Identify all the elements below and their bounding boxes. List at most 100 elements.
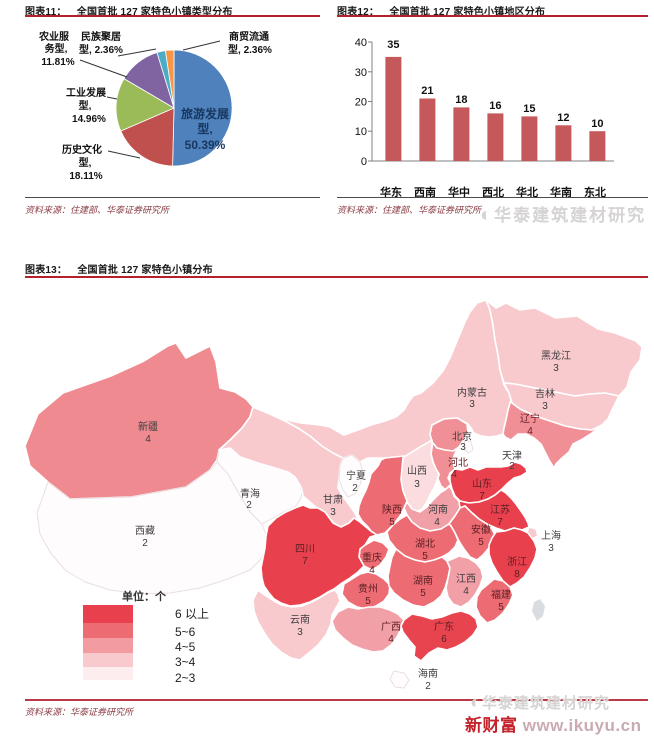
svg-text:农业服: 农业服 (38, 30, 70, 43)
svg-text:海南: 海南 (418, 667, 438, 680)
svg-text:青海: 青海 (240, 487, 260, 500)
svg-text:型,: 型, (79, 99, 92, 112)
svg-text:2: 2 (142, 538, 148, 549)
svg-text:3: 3 (469, 399, 475, 410)
svg-text:4: 4 (463, 586, 469, 597)
svg-text:0: 0 (361, 156, 367, 168)
svg-text:北京: 北京 (452, 430, 472, 443)
svg-text:黑龙江: 黑龙江 (541, 349, 571, 362)
svg-text:四川: 四川 (295, 544, 315, 555)
svg-text:广东: 广东 (434, 620, 454, 633)
svg-text:安徽: 安徽 (471, 523, 491, 536)
svg-text:7: 7 (479, 491, 485, 502)
svg-text:华东: 华东 (380, 185, 402, 199)
svg-text:4: 4 (369, 565, 375, 576)
svg-text:工业发展: 工业发展 (66, 86, 106, 99)
svg-text:4: 4 (527, 426, 533, 437)
svg-text:内蒙古: 内蒙古 (457, 386, 487, 399)
svg-text:吉林: 吉林 (535, 387, 555, 400)
svg-text:西北: 西北 (482, 185, 504, 199)
svg-text:3: 3 (542, 401, 548, 412)
svg-text:宁夏: 宁夏 (346, 469, 366, 482)
svg-text:4: 4 (434, 517, 440, 528)
svg-text:浙江: 浙江 (507, 556, 527, 568)
svg-text:4: 4 (388, 634, 394, 645)
svg-text:东北: 东北 (584, 185, 606, 199)
svg-text:西南: 西南 (414, 185, 436, 199)
svg-text:3: 3 (548, 543, 554, 554)
svg-text:5: 5 (420, 588, 426, 599)
svg-text:3: 3 (330, 507, 336, 518)
svg-text:15: 15 (523, 103, 535, 115)
svg-text:福建: 福建 (491, 588, 511, 601)
svg-text:上海: 上海 (541, 529, 561, 542)
svg-text:3: 3 (553, 363, 559, 374)
svg-text:3: 3 (297, 627, 303, 638)
svg-text:4: 4 (451, 469, 457, 480)
svg-text:2: 2 (425, 681, 431, 692)
svg-text:7: 7 (302, 556, 308, 567)
svg-text:华北: 华北 (516, 185, 538, 199)
svg-text:湖北: 湖北 (415, 538, 435, 550)
svg-text:10: 10 (355, 126, 367, 138)
svg-text:6 以上: 6 以上 (175, 607, 209, 621)
svg-text:山东: 山东 (472, 477, 492, 490)
svg-text:12: 12 (557, 112, 569, 124)
svg-text:7: 7 (497, 517, 503, 528)
svg-text:5: 5 (498, 602, 504, 613)
svg-text:单位：个: 单位：个 (122, 589, 167, 603)
svg-text:型,: 型, (79, 156, 92, 169)
svg-text:旅游发展: 旅游发展 (181, 106, 229, 121)
svg-text:10: 10 (591, 118, 603, 130)
svg-text:陕西: 陕西 (382, 503, 402, 516)
svg-text:务型,: 务型, (45, 42, 68, 55)
svg-text:型,: 型, (197, 121, 212, 136)
svg-text:2~3: 2~3 (175, 671, 196, 685)
svg-text:西藏: 西藏 (135, 525, 155, 537)
svg-text:5: 5 (365, 596, 371, 607)
svg-text:5: 5 (389, 517, 395, 528)
svg-text:2: 2 (352, 483, 358, 494)
svg-text:山西: 山西 (407, 465, 427, 477)
svg-text:18.11%: 18.11% (69, 171, 102, 182)
svg-text:广西: 广西 (381, 621, 401, 633)
svg-text:天津: 天津 (502, 450, 522, 462)
svg-text:型, 2.36%: 型, 2.36% (79, 43, 123, 56)
svg-text:重庆: 重庆 (362, 551, 382, 564)
svg-text:21: 21 (421, 85, 433, 97)
svg-text:民族聚居: 民族聚居 (81, 30, 121, 43)
svg-text:华南: 华南 (550, 185, 572, 199)
svg-text:历史文化: 历史文化 (62, 143, 102, 156)
svg-text:甘肃: 甘肃 (323, 493, 343, 506)
svg-text:2: 2 (246, 500, 252, 511)
svg-text:11.81%: 11.81% (41, 57, 74, 68)
svg-text:新疆: 新疆 (138, 420, 158, 433)
svg-text:商贸流通: 商贸流通 (229, 30, 269, 43)
svg-text:云南: 云南 (290, 613, 310, 626)
svg-text:型, 2.36%: 型, 2.36% (228, 43, 272, 56)
svg-text:16: 16 (489, 100, 501, 112)
svg-text:50.39%: 50.39% (185, 138, 226, 152)
svg-text:14.96%: 14.96% (72, 114, 106, 125)
svg-text:18: 18 (455, 94, 467, 106)
svg-text:4: 4 (145, 434, 151, 445)
svg-text:5: 5 (478, 537, 484, 548)
svg-text:3: 3 (414, 479, 420, 490)
svg-text:河南: 河南 (428, 503, 448, 516)
svg-text:8: 8 (514, 569, 520, 580)
svg-text:4~5: 4~5 (175, 640, 196, 654)
svg-text:20: 20 (355, 97, 367, 109)
svg-text:40: 40 (355, 37, 367, 49)
svg-text:35: 35 (387, 39, 399, 51)
svg-text:江西: 江西 (456, 573, 476, 585)
svg-text:华中: 华中 (448, 185, 470, 199)
svg-text:贵州: 贵州 (358, 582, 378, 595)
svg-text:2: 2 (509, 461, 515, 472)
svg-text:河北: 河北 (448, 457, 468, 469)
svg-text:江苏: 江苏 (490, 503, 510, 516)
svg-text:5~6: 5~6 (175, 625, 196, 639)
svg-text:5: 5 (422, 551, 428, 562)
svg-text:3: 3 (460, 442, 466, 453)
svg-text:3~4: 3~4 (175, 655, 196, 669)
svg-text:30: 30 (355, 67, 367, 79)
